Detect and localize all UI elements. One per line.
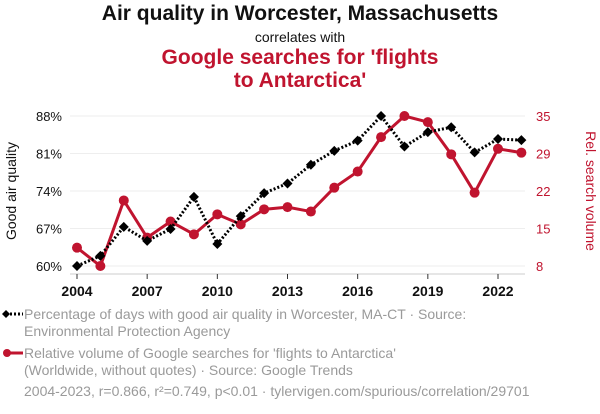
- y-tick-label: 74%: [36, 184, 62, 199]
- search-volume-point: [305, 206, 316, 217]
- search-volume-point: [259, 204, 270, 215]
- air-quality-point: [376, 111, 387, 121]
- y2-tick-label: 29: [536, 147, 550, 162]
- air-quality-point: [352, 135, 363, 146]
- x-tick-label: 2007: [132, 283, 163, 299]
- air-quality-point: [72, 261, 82, 271]
- chart-title-2: Google searches for 'flights to Antarcti…: [0, 46, 600, 92]
- y-tick-label: 67%: [36, 222, 62, 237]
- y2-tick-label: 8: [536, 259, 543, 274]
- y2-tick-label: 35: [536, 109, 550, 124]
- y-axis-label: Good air quality: [3, 142, 19, 240]
- legend-text-1b: Environmental Protection Agency: [24, 323, 231, 339]
- x-tick-label: 2013: [272, 283, 303, 299]
- x-tick-label: 2016: [342, 283, 373, 299]
- air-quality-point: [165, 224, 176, 235]
- dotted-diamond-line-icon: [2, 310, 23, 318]
- legend-text-1a: Percentage of days with good air quality…: [24, 306, 467, 322]
- search-volume-point: [188, 229, 199, 240]
- search-volume-point: [422, 117, 433, 128]
- y2-tick-label: 22: [536, 184, 550, 199]
- air-quality-point: [516, 135, 527, 146]
- air-quality-point: [399, 141, 410, 152]
- air-quality-point: [118, 221, 129, 232]
- search-volume-point: [516, 147, 527, 158]
- air-quality-point: [188, 191, 199, 202]
- air-quality-point: [422, 127, 433, 138]
- red-circle-line-icon: [3, 349, 23, 357]
- search-volume-point: [95, 261, 106, 271]
- air-quality-point: [95, 250, 106, 261]
- y2-tick-label: 15: [536, 222, 550, 237]
- air-quality-point: [259, 188, 270, 199]
- air-quality-point: [329, 145, 340, 156]
- search-volume-point: [235, 219, 246, 230]
- air-quality-point: [142, 235, 153, 246]
- air-quality-point: [305, 159, 316, 170]
- y-tick-label: 60%: [36, 259, 62, 274]
- y-tick-label: 81%: [36, 147, 62, 162]
- title-2-line-2: to Antarctica': [233, 69, 367, 92]
- search-volume-point: [469, 187, 480, 198]
- chart-plot: 88% 81% 74% 67% 60% 35 29 22 15 8 2004 2007 2010 2013…: [3, 109, 599, 299]
- title-2-line-1: Google searches for 'flights: [161, 46, 439, 69]
- legend-item-searches: Relative volume of Google searches for '…: [3, 345, 396, 379]
- search-volume-point: [72, 242, 82, 253]
- legend-text-2b: (Worldwide, without quotes) · Source: Go…: [24, 362, 353, 378]
- search-volume-point: [493, 143, 503, 154]
- x-tick-label: 2019: [412, 283, 443, 299]
- search-volume-point: [118, 195, 129, 206]
- x-tick-label: 2022: [482, 283, 513, 299]
- air-quality-point: [446, 122, 457, 133]
- search-volume-point: [399, 111, 410, 121]
- legend-text-2a: Relative volume of Google searches for '…: [24, 345, 396, 361]
- air-quality-point: [469, 147, 480, 158]
- air-quality-point: [235, 211, 246, 222]
- x-tick-label: 2004: [61, 283, 92, 299]
- search-volume-point: [329, 182, 340, 193]
- search-volume-point: [282, 202, 293, 213]
- air-quality-point: [493, 134, 503, 145]
- chart-subtitle: correlates with: [254, 29, 346, 45]
- legend-item-air-quality: Percentage of days with good air quality…: [2, 306, 467, 340]
- air-quality-point: [282, 178, 293, 189]
- search-volume-point: [212, 209, 223, 220]
- footer-stats: 2004-2023, r=0.866, r²=0.749, p<0.01 · t…: [24, 383, 530, 399]
- x-tick-label: 2010: [202, 283, 233, 299]
- chart-title: Air quality in Worcester, Massachusetts: [101, 2, 499, 25]
- air-quality-point: [212, 239, 223, 250]
- search-volume-point: [446, 149, 457, 160]
- search-volume-point: [352, 166, 363, 177]
- search-volume-point: [376, 132, 387, 143]
- y2-axis-label: Rel. search volume: [583, 131, 599, 251]
- y-tick-label: 88%: [36, 109, 62, 124]
